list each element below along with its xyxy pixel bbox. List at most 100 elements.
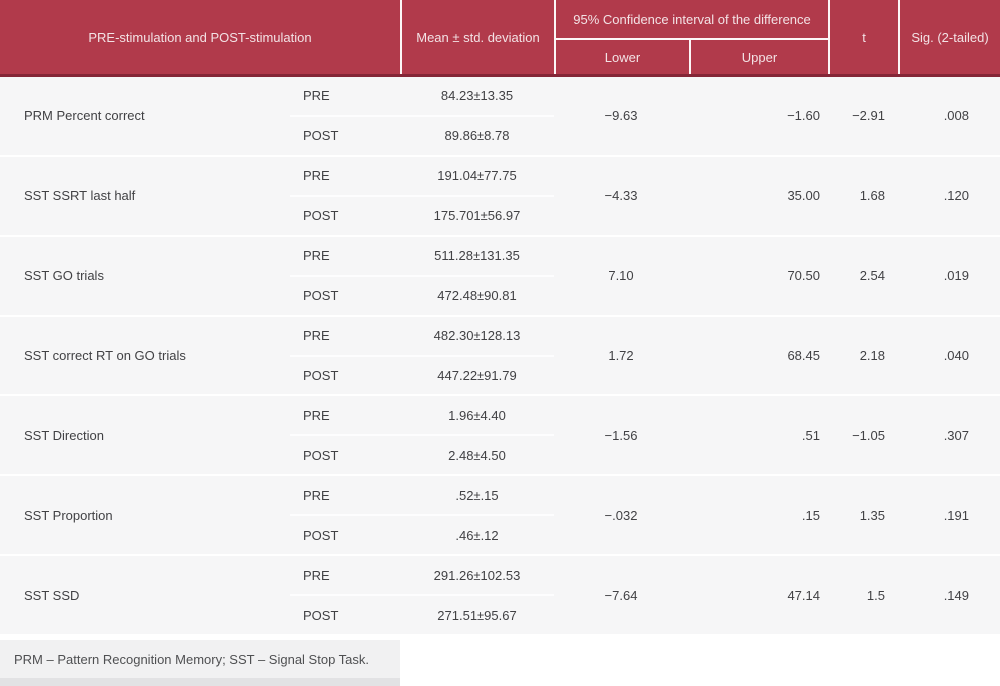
sig-value: .120 xyxy=(943,188,969,204)
post-label: POST xyxy=(303,447,339,463)
pre-mean-value: 84.23±13.35 xyxy=(440,88,514,104)
pre-mean-cell: 1.96±4.40 xyxy=(400,396,554,434)
ci-lower-cell: −7.64 xyxy=(554,556,688,634)
pre-subrow: PRE 511.28±131.35 xyxy=(290,237,554,277)
table-body: PRM Percent correct PRE 84.23±13.35 POST… xyxy=(0,77,1000,635)
pre-subrow: PRE .52±.15 xyxy=(290,476,554,517)
ci-lower-value: −1.56 xyxy=(604,427,638,443)
row-measure-label: SST SSD xyxy=(0,556,290,634)
t-value: 1.35 xyxy=(859,507,885,523)
post-label-cell: POST xyxy=(290,596,400,634)
pre-mean-value: 191.04±77.75 xyxy=(437,168,517,184)
header-mean-std: Mean ± std. deviation xyxy=(400,0,554,74)
pre-label-cell: PRE xyxy=(290,317,400,355)
t-value-cell: 2.54 xyxy=(828,237,898,315)
post-mean-cell: 447.22±91.79 xyxy=(400,357,554,395)
t-value: 2.54 xyxy=(859,268,885,284)
row-pre-post-block: PRE 482.30±128.13 POST 447.22±91.79 xyxy=(290,317,554,395)
ci-lower-value: −.032 xyxy=(604,507,638,523)
t-value: 2.18 xyxy=(859,348,885,363)
footnote: PRM – Pattern Recognition Memory; SST – … xyxy=(0,640,400,678)
header-mean-label: Mean ± std. deviation xyxy=(416,29,540,45)
post-mean-value: 89.86±8.78 xyxy=(444,128,510,144)
post-mean-value: 175.701±56.97 xyxy=(433,208,521,224)
sig-value-cell: .191 xyxy=(898,476,1000,554)
t-value-cell: −2.91 xyxy=(828,77,898,155)
table-header: PRE-stimulation and POST-stimulation Mea… xyxy=(0,0,1000,77)
row-measure-label: SST GO trials xyxy=(0,237,290,315)
post-mean-cell: .46±.12 xyxy=(400,516,554,554)
measure-name: SST SSD xyxy=(24,587,80,603)
header-prepost-label: PRE-stimulation and POST-stimulation xyxy=(88,29,312,45)
table-row: SST correct RT on GO trials PRE 482.30±1… xyxy=(0,316,1000,397)
pre-mean-cell: 511.28±131.35 xyxy=(400,237,554,275)
post-subrow: POST 271.51±95.67 xyxy=(290,596,554,634)
sig-value: .191 xyxy=(943,507,969,523)
post-mean-cell: 89.86±8.78 xyxy=(400,117,554,155)
pre-label: PRE xyxy=(303,567,330,583)
post-mean-cell: 472.48±90.81 xyxy=(400,277,554,315)
ci-lower-value: −7.64 xyxy=(604,587,638,603)
row-pre-post-block: PRE 291.26±102.53 POST 271.51±95.67 xyxy=(290,556,554,634)
pre-subrow: PRE 482.30±128.13 xyxy=(290,317,554,357)
t-value: −2.91 xyxy=(852,108,885,124)
table-row: SST GO trials PRE 511.28±131.35 POST 472… xyxy=(0,236,1000,317)
row-measure-label: SST SSRT last half xyxy=(0,157,290,235)
measure-name: SST Proportion xyxy=(24,507,113,523)
header-significance: Sig. (2-tailed) xyxy=(898,0,1000,74)
row-pre-post-block: PRE 1.96±4.40 POST 2.48±4.50 xyxy=(290,396,554,474)
header-ci-subrow: Lower Upper xyxy=(556,40,828,74)
sig-value-cell: .019 xyxy=(898,237,1000,315)
pre-label: PRE xyxy=(303,168,330,184)
pre-mean-cell: 84.23±13.35 xyxy=(400,77,554,115)
header-lower-label: Lower xyxy=(604,49,641,65)
header-confidence-interval-group: 95% Confidence interval of the differenc… xyxy=(554,0,828,74)
table-row: PRM Percent correct PRE 84.23±13.35 POST… xyxy=(0,77,1000,157)
ci-upper-value: 35.00 xyxy=(787,188,820,204)
ci-lower-value: 7.10 xyxy=(608,268,634,284)
sig-value-cell: .120 xyxy=(898,157,1000,235)
pre-mean-value: 1.96±4.40 xyxy=(448,407,506,423)
pre-label: PRE xyxy=(303,407,330,423)
sig-value: .008 xyxy=(943,108,969,124)
ci-upper-value: 68.45 xyxy=(787,348,820,363)
post-subrow: POST 89.86±8.78 xyxy=(290,117,554,155)
header-sig-label: Sig. (2-tailed) xyxy=(911,29,989,45)
pre-subrow: PRE 291.26±102.53 xyxy=(290,556,554,597)
pre-mean-cell: 291.26±102.53 xyxy=(400,556,554,594)
row-pre-post-block: PRE 84.23±13.35 POST 89.86±8.78 xyxy=(290,77,554,155)
post-mean-cell: 271.51±95.67 xyxy=(400,596,554,634)
row-pre-post-block: PRE .52±.15 POST .46±.12 xyxy=(290,476,554,554)
pre-subrow: PRE 84.23±13.35 xyxy=(290,77,554,117)
ci-upper-cell: 68.45 xyxy=(688,317,828,395)
sig-value-cell: .040 xyxy=(898,317,1000,395)
post-label-cell: POST xyxy=(290,436,400,474)
header-lower: Lower xyxy=(556,40,689,74)
measure-name: SST Direction xyxy=(24,427,104,443)
footnote-bottom-strip xyxy=(0,678,400,686)
sig-value: .149 xyxy=(943,587,969,603)
measure-name: PRM Percent correct xyxy=(24,108,145,124)
ci-lower-cell: 7.10 xyxy=(554,237,688,315)
pre-subrow: PRE 1.96±4.40 xyxy=(290,396,554,437)
post-mean-value: 447.22±91.79 xyxy=(437,367,517,383)
row-pre-post-block: PRE 511.28±131.35 POST 472.48±90.81 xyxy=(290,237,554,315)
post-label-cell: POST xyxy=(290,277,400,315)
pre-label: PRE xyxy=(303,248,330,264)
header-t-label: t xyxy=(862,29,866,45)
post-label: POST xyxy=(303,128,339,144)
ci-lower-cell: −1.56 xyxy=(554,396,688,474)
ci-upper-value: −1.60 xyxy=(787,108,820,124)
table-row: SST Proportion PRE .52±.15 POST .46±.12 xyxy=(0,476,1000,557)
ci-upper-value: 47.14 xyxy=(787,587,820,603)
footer-gap xyxy=(0,634,1000,640)
pre-label-cell: PRE xyxy=(290,556,400,594)
post-subrow: POST 472.48±90.81 xyxy=(290,277,554,315)
post-label-cell: POST xyxy=(290,357,400,395)
ci-upper-value: .51 xyxy=(801,427,820,443)
post-label-cell: POST xyxy=(290,516,400,554)
ci-upper-value: .15 xyxy=(801,507,820,523)
pre-label: PRE xyxy=(303,328,330,344)
pre-mean-cell: .52±.15 xyxy=(400,476,554,514)
